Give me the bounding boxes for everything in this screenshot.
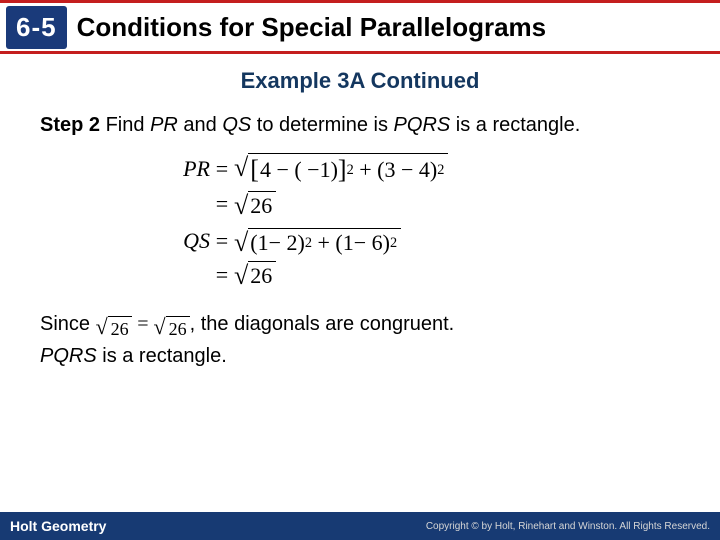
conc-sqrt-right: √ 26 — [154, 316, 190, 342]
conclusion-since: Since — [40, 313, 96, 335]
pr-result-val: 26 — [248, 191, 276, 218]
equals-sign: = — [210, 228, 234, 254]
page-title: Conditions for Special Parallelograms — [77, 12, 547, 43]
step-var-qs: QS — [222, 114, 251, 136]
qs-term-a: (1− 2) — [250, 231, 305, 255]
radical-icon: √ — [234, 155, 248, 187]
example-title: Example 3A Continued — [0, 68, 720, 94]
conc-left-val: 26 — [108, 316, 132, 342]
step-text-1: Find — [100, 114, 150, 136]
qs-result-row: = √ 26 — [160, 261, 680, 288]
conclusion-text: Since √ 26 = √ 26 , the diagonals are co… — [40, 310, 680, 370]
conc-sqrt-left: √ 26 — [96, 316, 132, 342]
footer-brand: Holt Geometry — [10, 518, 106, 534]
qs-radicand: (1− 2)2 + (1− 6)2 — [248, 228, 401, 255]
footer-copyright: Copyright © by Holt, Rinehart and Winsto… — [426, 521, 710, 532]
qs-result-sqrt: √ 26 — [234, 261, 276, 288]
radical-icon: √ — [234, 263, 248, 290]
equals-sign: = — [210, 156, 234, 182]
radical-icon: √ — [234, 230, 248, 257]
radical-icon: √ — [154, 316, 166, 342]
footer-bar: Holt Geometry Copyright © by Holt, Rineh… — [0, 512, 720, 540]
qs-result-val: 26 — [248, 261, 276, 288]
math-block: PR = √ [4 − ( −1)]2 + (3 − 4)2 = √ 26 QS… — [160, 153, 680, 288]
step-text-3: to determine is — [251, 114, 393, 136]
pr-sqrt: √ [4 − ( −1)]2 + (3 − 4)2 — [234, 153, 448, 185]
pr-equation: PR = √ [4 − ( −1)]2 + (3 − 4)2 — [160, 153, 680, 185]
content-area: Step 2 Find PR and QS to determine is PQ… — [0, 112, 720, 370]
radical-icon: √ — [96, 316, 108, 342]
pr-term-b: (3 − 4) — [377, 158, 437, 182]
conc-right-val: 26 — [166, 316, 190, 342]
step-text-4: is a rectangle. — [450, 114, 580, 136]
pr-term-a: 4 − ( −1) — [260, 158, 338, 182]
section-number-badge: 6-5 — [6, 6, 67, 49]
header-bar: 6-5 Conditions for Special Parallelogram… — [0, 0, 720, 54]
qs-label: QS — [160, 228, 210, 254]
qs-sqrt: √ (1− 2)2 + (1− 6)2 — [234, 228, 401, 255]
pr-result-sqrt: √ 26 — [234, 191, 276, 218]
equals-sign: = — [210, 191, 234, 217]
conclusion-pqrs: PQRS — [40, 345, 97, 367]
step-label: Step 2 — [40, 114, 100, 136]
qs-term-b: (1− 6) — [335, 231, 390, 255]
pr-radicand: [4 − ( −1)]2 + (3 − 4)2 — [248, 153, 448, 185]
pr-label: PR — [160, 156, 210, 182]
conclusion-end: is a rectangle. — [97, 345, 227, 367]
pr-result-row: = √ 26 — [160, 191, 680, 218]
step-instruction: Step 2 Find PR and QS to determine is PQ… — [40, 112, 680, 139]
step-text-2: and — [178, 114, 222, 136]
qs-equation: QS = √ (1− 2)2 + (1− 6)2 — [160, 228, 680, 255]
conclusion-after: , the diagonals are congruent. — [190, 313, 455, 335]
radical-icon: √ — [234, 193, 248, 220]
step-var-pr: PR — [150, 114, 178, 136]
step-var-pqrs: PQRS — [394, 114, 451, 136]
equals-sign: = — [210, 262, 234, 288]
